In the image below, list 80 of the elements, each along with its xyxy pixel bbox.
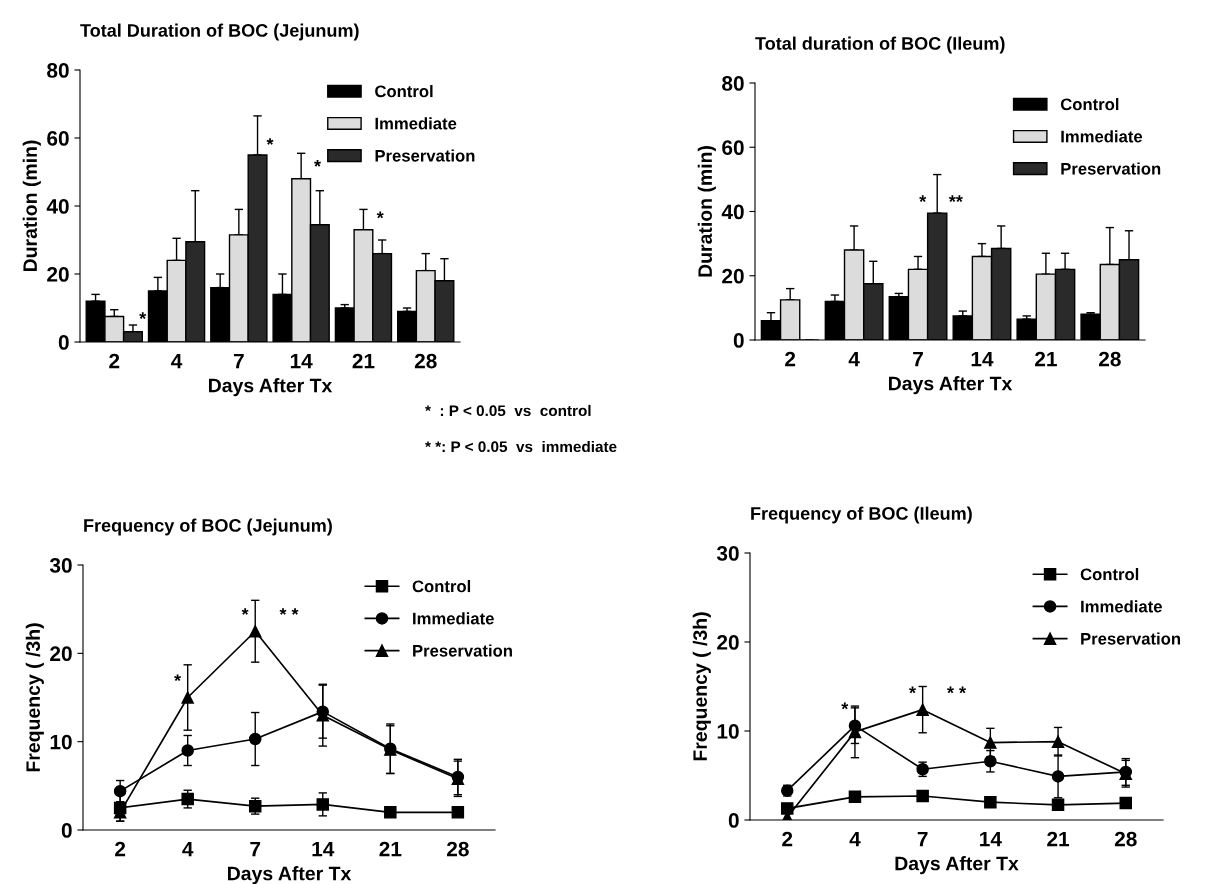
annotation: * — [241, 608, 249, 615]
x-tick-label: 7 — [913, 351, 923, 367]
y-tick-label: 30 — [716, 546, 739, 561]
annotation: * — [314, 159, 321, 167]
chart-title: Frequency of BOC (Jejunum) — [84, 518, 332, 536]
legend-label: Immediate — [1061, 130, 1143, 143]
y-tick-label: 40 — [46, 199, 69, 214]
x-tick-label: 21 — [352, 353, 375, 369]
annotation: * — [139, 312, 147, 319]
y-tick-label: 60 — [722, 140, 744, 155]
x-tick-label: 28 — [446, 841, 469, 857]
legend-label: Preservation — [413, 644, 512, 657]
legend-label: Immediate — [1081, 600, 1162, 613]
legend-label: Control — [1060, 98, 1119, 111]
x-tick-label: 14 — [971, 351, 994, 367]
x-tick-label: 14 — [312, 841, 335, 857]
y-tick-label: 30 — [49, 558, 72, 573]
x-tick-label: 21 — [1035, 351, 1057, 367]
y-tick-label: 20 — [50, 646, 72, 662]
x-tick-label: 14 — [980, 831, 1002, 847]
y-tick-label: 40 — [721, 204, 744, 220]
y-tick-label: 20 — [722, 268, 744, 284]
x-tick-label: 2 — [115, 841, 126, 857]
x-tick-label: 4 — [849, 831, 861, 847]
y-tick-label: 20 — [717, 635, 739, 650]
legend-label: Preservation — [1081, 632, 1181, 645]
x-axis-title: Days After Tx — [895, 856, 1019, 875]
x-tick-label: 4 — [182, 841, 194, 857]
x-tick-label: 21 — [379, 841, 402, 857]
x-tick-label: 2 — [782, 831, 793, 847]
legend-label: Preservation — [1061, 162, 1161, 175]
y-tick-label: 20 — [47, 267, 69, 282]
x-tick-label: 7 — [917, 831, 928, 847]
annotation: * * — [947, 686, 967, 694]
chart-title: Total duration of BOC (Ileum) — [755, 36, 1005, 54]
annotation: * — [174, 674, 182, 682]
x-axis-title: Days After Tx — [888, 376, 1013, 395]
y-tick-label: 0 — [728, 813, 739, 828]
text: * *: P < 0.05 vs immediate — [425, 440, 617, 453]
x-axis-title: Days After Tx — [227, 866, 352, 884]
annotation: ** — [948, 195, 963, 203]
y-tick-label: 60 — [47, 131, 69, 146]
y-tick-label: 0 — [58, 335, 69, 350]
y-tick-label: 10 — [717, 724, 739, 739]
annotation: * — [919, 195, 927, 203]
x-tick-label: 28 — [414, 353, 437, 369]
x-tick-label: 4 — [848, 351, 860, 367]
chart-title: Total Duration of BOC (Jejunum) — [80, 23, 359, 41]
y-axis-title: Duration (min) — [22, 140, 41, 272]
x-tick-label: 7 — [250, 841, 261, 857]
x-tick-label: 2 — [785, 351, 796, 367]
y-tick-label: 0 — [61, 823, 72, 838]
x-tick-label: 14 — [290, 353, 313, 369]
annotation: * — [909, 686, 916, 694]
chart-title: Frequency of BOC (Ileum) — [751, 506, 972, 524]
x-tick-label: 28 — [1098, 351, 1121, 367]
y-tick-label: 0 — [733, 333, 744, 348]
legend-label: Preservation — [375, 149, 475, 162]
y-tick-label: 10 — [50, 734, 72, 750]
annotation: * — [841, 702, 849, 710]
x-tick-label: 2 — [109, 353, 120, 369]
legend-label: Control — [375, 85, 433, 98]
legend-label: Immediate — [375, 117, 457, 130]
annotation: * * — [279, 608, 299, 615]
x-tick-label: 7 — [233, 353, 244, 369]
annotation: * — [376, 211, 384, 219]
legend-label: Control — [1080, 568, 1139, 581]
legend-label: Control — [412, 580, 471, 593]
y-tick-label: 80 — [722, 76, 744, 91]
y-tick-label: 80 — [47, 63, 69, 78]
y-axis-title: Duration (min) — [697, 146, 716, 277]
x-tick-label: 4 — [171, 353, 183, 369]
y-axis-title: Frequency ( /3h) — [692, 612, 711, 761]
y-axis-title: Frequency ( /3h) — [25, 623, 44, 772]
x-tick-label: 28 — [1114, 831, 1137, 847]
annotation: * — [266, 138, 274, 145]
x-tick-label: 21 — [1047, 831, 1070, 847]
x-axis-title: Days After Tx — [208, 378, 333, 397]
legend-label: Immediate — [413, 612, 494, 625]
text: * : P < 0.05 vs control — [425, 404, 591, 417]
